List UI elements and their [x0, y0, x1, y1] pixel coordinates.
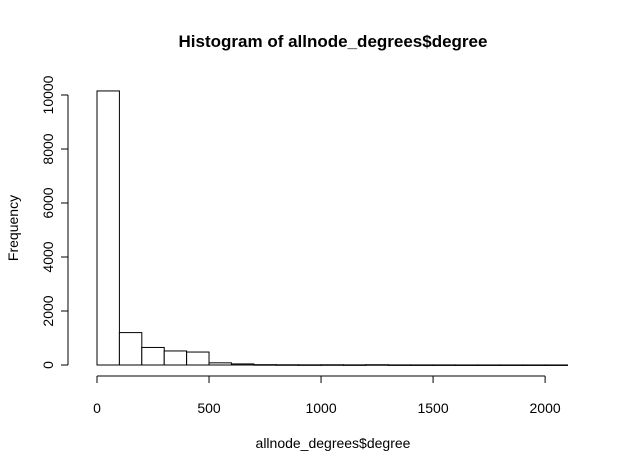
histogram-bar-16 [454, 364, 479, 366]
histogram-bar-19 [522, 364, 546, 366]
y-tick-label-0: 0 [40, 361, 56, 369]
x-tick-label-0: 0 [93, 400, 101, 416]
histogram-bar-8 [275, 364, 300, 366]
histogram-bar-12 [365, 364, 389, 366]
chart-title: Histogram of allnode_degrees$degree [179, 32, 488, 51]
histogram-bar-9 [298, 364, 322, 366]
y-axis-label: Frequency [5, 195, 21, 261]
y-tick-label-4: 8000 [40, 133, 56, 164]
histogram-bar-2 [141, 346, 165, 366]
x-tick-label-3: 1500 [417, 400, 448, 416]
histogram-bar-7 [253, 364, 277, 366]
x-tick-label-1: 500 [197, 400, 221, 416]
y-tick-label-2: 4000 [40, 241, 56, 272]
x-axis: 0 500 1000 1500 2000 [93, 375, 561, 416]
y-tick-label-1: 2000 [40, 295, 56, 326]
histogram-bar-10 [320, 364, 344, 366]
histogram-bar-6 [230, 363, 255, 366]
y-axis: 0 2000 4000 6000 8000 10000 [40, 75, 69, 369]
bars-group [96, 90, 569, 366]
histogram-bar-17 [477, 364, 501, 366]
histogram-bar-14 [410, 364, 434, 366]
histogram-bar-1 [118, 332, 143, 366]
x-tick-label-4: 2000 [530, 400, 561, 416]
histogram-bar-3 [163, 350, 188, 366]
y-tick-label-3: 6000 [40, 187, 56, 218]
histogram-bar-5 [208, 362, 232, 366]
histogram-bar-13 [387, 364, 412, 366]
x-tick-label-2: 1000 [305, 400, 336, 416]
y-tick-label-5: 10000 [40, 75, 56, 114]
histogram-bar-4 [186, 351, 210, 366]
histogram-bar-15 [432, 364, 456, 366]
histogram-bar-0 [96, 90, 120, 366]
histogram-bar-11 [342, 364, 367, 366]
x-axis-label: allnode_degrees$degree [256, 435, 411, 451]
histogram-bar-20 [544, 364, 569, 366]
histogram-bar-18 [499, 364, 524, 366]
